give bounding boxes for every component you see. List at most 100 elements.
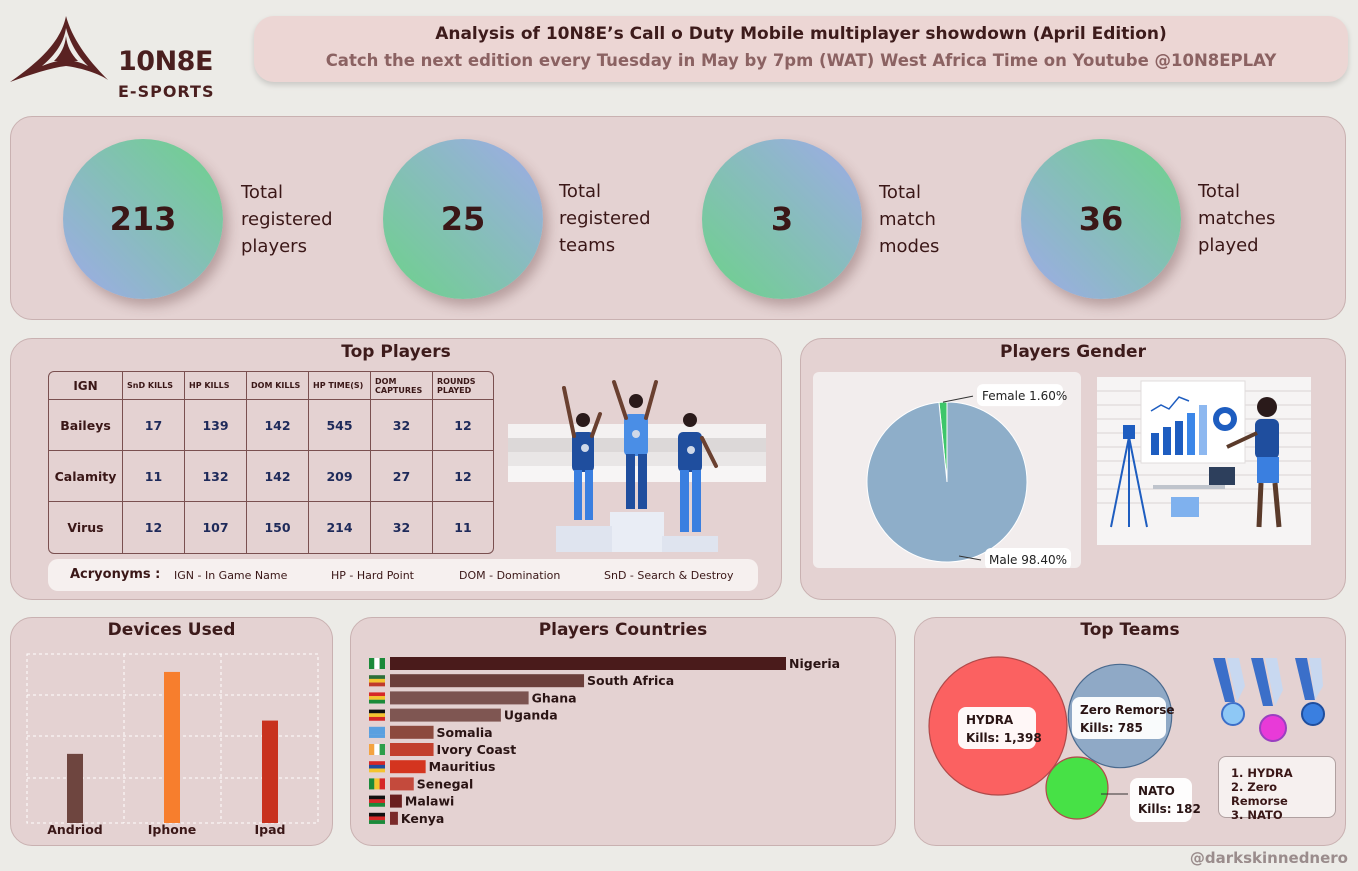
bubble-label-box — [1072, 697, 1166, 739]
flag-stripe — [369, 761, 385, 765]
kpi-label-line: matches — [1198, 208, 1276, 229]
flag-stripe — [369, 713, 385, 718]
ranking-item: 1. HYDRA — [1231, 766, 1293, 780]
flag-stripe — [369, 716, 385, 721]
podium-winners-illustration — [508, 380, 766, 552]
flag-stripe — [369, 764, 385, 769]
table-cell: Virus — [49, 502, 123, 553]
bar-label: Ivory Coast — [437, 742, 517, 757]
kpi-label-line: modes — [879, 236, 940, 257]
table-cell: 545 — [309, 400, 371, 451]
bubble-value: Kills: 182 — [1138, 802, 1201, 816]
bar-nigeria — [390, 657, 786, 670]
bar-label: Nigeria — [789, 656, 840, 671]
pie-slice-male — [866, 401, 1028, 563]
gender-chart-title: Players Gender — [1000, 342, 1146, 362]
kpi-label-line: teams — [559, 235, 616, 256]
bar-label: Mauritius — [429, 759, 496, 774]
pie-leader-line — [958, 555, 982, 561]
table-cell: 17 — [123, 400, 185, 451]
flag-stripe — [374, 658, 380, 669]
flag-stripe — [369, 802, 385, 807]
flag-stripe — [369, 675, 385, 679]
flag-somalia-icon — [369, 726, 385, 738]
kpi-label-line: registered — [241, 209, 333, 230]
flag-stripe — [369, 696, 385, 700]
kpi-label-line: Total — [559, 181, 602, 202]
presenter-illustration — [1097, 377, 1311, 545]
bubble-label-box — [958, 707, 1036, 749]
table-cell: 132 — [185, 451, 247, 502]
flag-uganda-icon — [369, 709, 385, 721]
kpi-teams-circle: 25 — [383, 139, 543, 299]
table-cell: Calamity — [49, 451, 123, 502]
bubble-nato — [1045, 756, 1109, 820]
bar-iphone — [164, 671, 180, 823]
table-cell: 142 — [247, 451, 309, 502]
ranking-item: 2. Zero Remorse — [1231, 780, 1288, 808]
flag-stripe — [369, 768, 385, 773]
table-cell: 32 — [371, 502, 433, 553]
page-subtitle: Catch the next edition every Tuesday in … — [325, 51, 1277, 70]
flag-stripe — [379, 778, 385, 790]
bar-south-africa — [390, 674, 585, 688]
bar-ivory-coast — [390, 743, 434, 756]
flag-stripe — [369, 795, 385, 800]
flag-ghana-icon — [369, 692, 385, 704]
top-teams-ranking-card: 1. HYDRA 2. Zero Remorse 3. NATO — [1218, 756, 1336, 822]
flag-stripe — [369, 744, 375, 755]
pie-leader-line — [942, 395, 974, 403]
table-cell: 32 — [371, 400, 433, 451]
author-watermark: @darkskinnednero — [1189, 849, 1348, 867]
bubble-value: Kills: 785 — [1080, 721, 1143, 735]
acronym-item: SnD - Search & Destroy — [604, 569, 734, 582]
table-cell: 139 — [185, 400, 247, 451]
devices-bar-chart: Andriod Iphone Ipad — [26, 653, 319, 837]
table-row: Calamity 11 132 142 209 27 12 — [49, 451, 493, 502]
flag-stripe — [369, 816, 385, 821]
kpi-teams-label: Total registered teams — [559, 178, 651, 259]
kpi-modes-value: 3 — [770, 200, 794, 238]
bar-label: Ghana — [532, 690, 577, 705]
ranking-item: 3. NATO — [1231, 808, 1283, 822]
top-teams-title: Top Teams — [1080, 620, 1180, 640]
players-countries-panel: Players Countries Nigeria South Africa Gha… — [350, 617, 896, 846]
header-banner: Analysis of 10N8E’s Call o Duty Mobile m… — [254, 16, 1348, 82]
kpi-matches-circle: 36 — [1021, 139, 1181, 299]
flag-stripe — [369, 812, 385, 817]
flag-nigeria-icon — [369, 658, 385, 669]
flag-mauritius-icon — [369, 761, 385, 773]
bubble-name: Zero Remorse — [1080, 703, 1175, 717]
tick-label: Iphone — [148, 822, 196, 837]
flag-stripe — [369, 692, 385, 697]
bar-ipad — [262, 720, 278, 823]
top-players-table: IGN SnD KILLS HP KILLS DOM KILLS HP TIME… — [48, 371, 494, 554]
bubble-name: NATO — [1138, 784, 1175, 798]
table-cell: 142 — [247, 400, 309, 451]
bar-kenya — [390, 811, 398, 825]
flag-stripe — [374, 778, 380, 790]
column-header: IGN — [49, 372, 123, 400]
chart-gridframe — [26, 653, 319, 824]
bubble-name: HYDRA — [966, 713, 1014, 727]
tent-logo-icon — [10, 16, 108, 82]
kpi-players-label: Total registered players — [241, 179, 333, 260]
gender-pie-chart: Female 1.60% Male 98.40% — [866, 384, 1071, 568]
table-cell: 107 — [185, 502, 247, 553]
pie-label-box — [985, 548, 1071, 568]
brand-logo: 10N8E E-SPORTS — [8, 14, 218, 101]
devices-chart-title: Devices Used — [107, 620, 236, 640]
bar-label: Somalia — [437, 725, 493, 740]
bar-label: Kenya — [401, 811, 444, 826]
pie-label-box — [976, 384, 1063, 407]
bar-mauritius — [390, 760, 426, 774]
flag-stripe — [369, 709, 385, 714]
kpi-label-line: Total — [1198, 181, 1241, 202]
kpi-modes-circle: 3 — [702, 139, 862, 299]
kpi-label-line: match — [879, 209, 936, 230]
kpi-matches-value: 36 — [1078, 200, 1124, 238]
countries-chart-title: Players Countries — [538, 620, 708, 640]
flag-stripe — [379, 658, 385, 669]
bar-uganda — [390, 708, 501, 722]
bar-somalia — [390, 725, 434, 739]
